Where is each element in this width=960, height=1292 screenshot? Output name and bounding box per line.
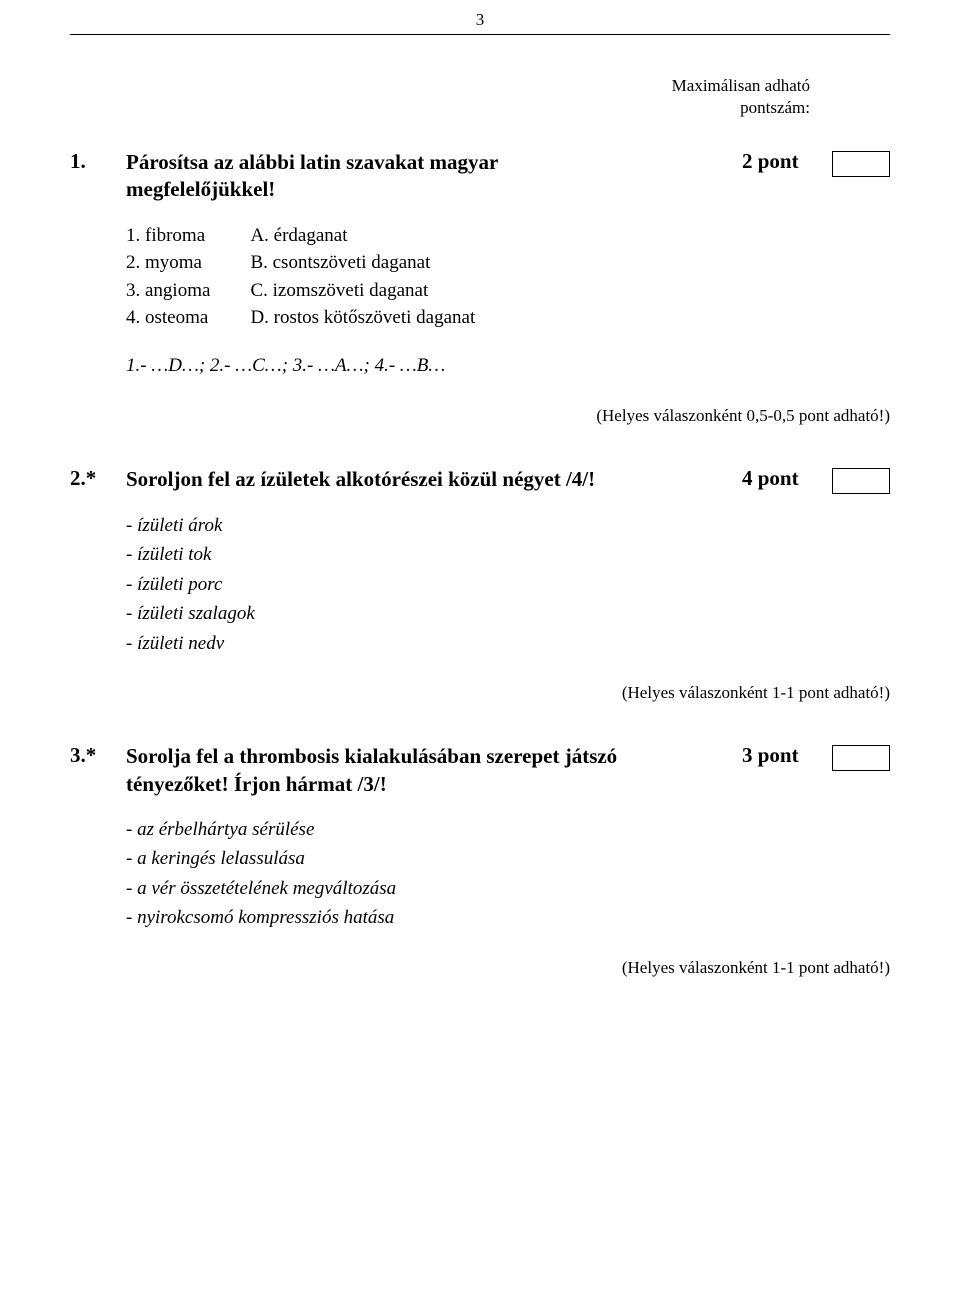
question-1-content: 1. fibroma A. érdaganat 2. myoma B. cson… xyxy=(126,222,890,380)
question-2-points: 4 pont xyxy=(742,466,832,491)
top-rule xyxy=(70,34,890,35)
question-3-answers: - az érbelhártya sérülése - a keringés l… xyxy=(126,816,890,932)
question-2-score-box[interactable] xyxy=(832,468,890,494)
answer-item: - ízületi tok xyxy=(126,541,890,569)
question-1-pairs: 1. fibroma A. érdaganat 2. myoma B. cson… xyxy=(126,222,475,332)
answer-item: - ízületi árok xyxy=(126,512,890,540)
pair-row: 2. myoma B. csontszöveti daganat xyxy=(126,249,475,277)
pair-right: B. csontszöveti daganat xyxy=(250,249,475,277)
pair-row: 1. fibroma A. érdaganat xyxy=(126,222,475,250)
question-1-scoring: (Helyes válaszonként 0,5-0,5 pont adható… xyxy=(70,406,890,426)
score-header-line1: Maximálisan adható xyxy=(70,75,810,97)
answer-item: - a keringés lelassulása xyxy=(126,845,890,873)
question-2-header: 2.* Soroljon fel az ízületek alkotórésze… xyxy=(70,466,890,494)
question-2: 2.* Soroljon fel az ízületek alkotórésze… xyxy=(70,466,890,704)
question-1-text: Párosítsa az alábbi latin szavakat magya… xyxy=(126,149,742,204)
question-1-header: 1. Párosítsa az alábbi latin szavakat ma… xyxy=(70,149,890,204)
question-1-points: 2 pont xyxy=(742,149,832,174)
pair-right: D. rostos kötőszöveti daganat xyxy=(250,304,475,332)
score-header-line2: pontszám: xyxy=(70,97,810,119)
question-1: 1. Párosítsa az alábbi latin szavakat ma… xyxy=(70,149,890,425)
question-1-answer-key: 1.- …D…; 2.- …C…; 3.- …A…; 4.- …B… xyxy=(126,352,890,380)
answer-item: - a vér összetételének megváltozása xyxy=(126,875,890,903)
question-3: 3.* Sorolja fel a thrombosis kialakulásá… xyxy=(70,743,890,978)
answer-item: - ízületi szalagok xyxy=(126,600,890,628)
pair-left: 2. myoma xyxy=(126,249,250,277)
question-2-answers: - ízületi árok - ízületi tok - ízületi p… xyxy=(126,512,890,658)
question-3-points: 3 pont xyxy=(742,743,832,768)
answer-item: - az érbelhártya sérülése xyxy=(126,816,890,844)
question-3-text: Sorolja fel a thrombosis kialakulásában … xyxy=(126,743,742,798)
pair-left: 3. angioma xyxy=(126,277,250,305)
pair-right: A. érdaganat xyxy=(250,222,475,250)
question-2-scoring: (Helyes válaszonként 1-1 pont adható!) xyxy=(70,683,890,703)
question-3-number: 3.* xyxy=(70,743,126,768)
question-1-score-box[interactable] xyxy=(832,151,890,177)
answer-item: - nyirokcsomó kompressziós hatása xyxy=(126,904,890,932)
question-1-text-line1: Párosítsa az alábbi latin szavakat magya… xyxy=(126,150,498,174)
answer-item: - ízületi porc xyxy=(126,571,890,599)
question-1-text-line2: megfelelőjükkel! xyxy=(126,177,275,201)
question-3-text-line1: Sorolja fel a thrombosis kialakulásában … xyxy=(126,744,617,768)
question-3-score-box[interactable] xyxy=(832,745,890,771)
answer-item: - ízületi nedv xyxy=(126,630,890,658)
score-header: Maximálisan adható pontszám: xyxy=(70,75,890,119)
pair-left: 4. osteoma xyxy=(126,304,250,332)
pair-left: 1. fibroma xyxy=(126,222,250,250)
page-number: 3 xyxy=(70,0,890,30)
question-3-scoring: (Helyes válaszonként 1-1 pont adható!) xyxy=(70,958,890,978)
pair-row: 4. osteoma D. rostos kötőszöveti daganat xyxy=(126,304,475,332)
question-2-number: 2.* xyxy=(70,466,126,491)
question-2-text: Soroljon fel az ízületek alkotórészei kö… xyxy=(126,466,742,493)
question-1-number: 1. xyxy=(70,149,126,174)
question-3-header: 3.* Sorolja fel a thrombosis kialakulásá… xyxy=(70,743,890,798)
question-3-text-line2: tényezőket! Írjon hármat /3/! xyxy=(126,772,387,796)
pair-row: 3. angioma C. izomszöveti daganat xyxy=(126,277,475,305)
pair-right: C. izomszöveti daganat xyxy=(250,277,475,305)
